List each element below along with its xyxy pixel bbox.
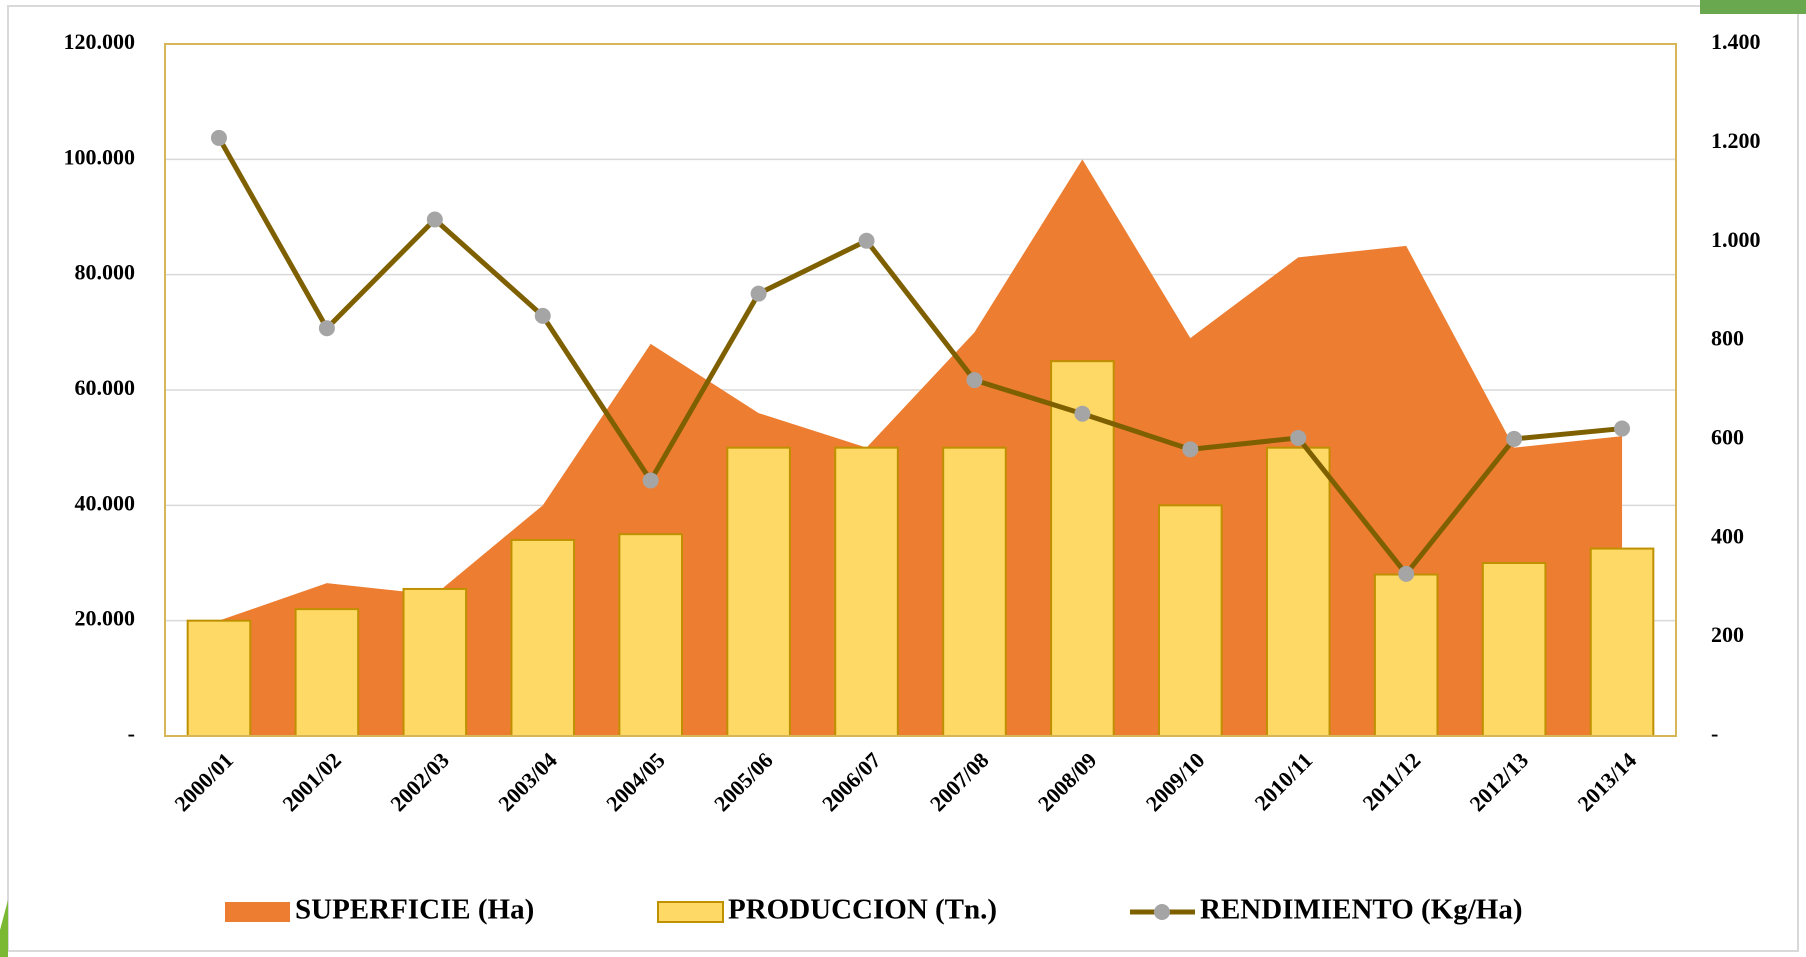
bar [834, 446, 899, 737]
y-tick-label: 120.000 [64, 29, 136, 54]
marker [858, 232, 875, 249]
legend-swatch [657, 901, 724, 923]
marker [1290, 429, 1307, 446]
legend-swatch [225, 902, 290, 922]
bar [1481, 562, 1547, 737]
x-tick-label: 2002/03 [385, 747, 454, 816]
legend-label: PRODUCCION (Tn.) [728, 894, 997, 926]
bar [1158, 504, 1223, 738]
x-tick-label: 2013/14 [1572, 747, 1641, 816]
marker [1398, 565, 1415, 582]
marker [750, 285, 767, 302]
y-tick-label: 100.000 [64, 144, 136, 169]
x-tick-label: 2007/08 [925, 747, 994, 816]
plot-border [164, 43, 1677, 737]
marker [1074, 405, 1091, 422]
y-tick-label: 60.000 [75, 375, 136, 400]
marker [1614, 420, 1631, 437]
legend-label: SUPERFICIE (Ha) [295, 894, 534, 926]
frame [7, 5, 1799, 952]
x-tick-label: 2009/10 [1141, 747, 1210, 816]
x-tick-label: 2001/02 [277, 747, 346, 816]
x-tick-label: 2000/01 [169, 747, 238, 816]
marker [534, 307, 551, 324]
bar [510, 538, 576, 738]
x-tick-label: 2011/12 [1357, 747, 1425, 815]
x-tick-label: 2003/04 [493, 747, 562, 816]
bar [726, 446, 791, 737]
bar [942, 446, 1007, 737]
marker [426, 211, 443, 228]
legend-marker [1154, 904, 1170, 920]
marker [210, 129, 227, 146]
y-tick-label: 20.000 [75, 606, 136, 631]
y2-tick-label: 1.000 [1711, 227, 1761, 252]
marker [1182, 441, 1199, 458]
y2-tick-label: 400 [1711, 523, 1744, 548]
y-tick-label: 80.000 [75, 260, 136, 285]
y2-tick-label: 1.400 [1711, 29, 1761, 54]
corner-decoration [1700, 0, 1806, 14]
bar [1589, 547, 1655, 737]
x-tick-label: 2010/11 [1250, 747, 1318, 815]
x-tick-label: 2006/07 [817, 747, 886, 816]
bar [1373, 573, 1439, 737]
x-tick-label: 2004/05 [601, 747, 670, 816]
y2-tick-label: 600 [1711, 424, 1744, 449]
bar [402, 587, 468, 738]
x-tick-label: 2012/13 [1465, 747, 1534, 816]
marker [1506, 430, 1523, 447]
legend-label: RENDIMIENTO (Kg/Ha) [1200, 894, 1523, 926]
marker [642, 472, 659, 489]
y-tick-label: - [128, 721, 135, 746]
line [216, 136, 1623, 578]
y2-tick-label: 200 [1711, 622, 1744, 647]
marker [966, 372, 983, 389]
bar [294, 608, 360, 738]
y2-tick-label: 800 [1711, 326, 1744, 351]
x-tick-label: 2005/06 [709, 747, 778, 816]
edge-decoration [0, 900, 8, 957]
y2-tick-label: 1.200 [1711, 128, 1761, 153]
x-tick-label: 2008/09 [1033, 747, 1102, 816]
marker [318, 320, 335, 337]
bar [618, 533, 683, 738]
bar [186, 619, 252, 738]
y2-tick-label: - [1711, 721, 1718, 746]
y-tick-label: 40.000 [75, 490, 136, 515]
bar [1265, 446, 1331, 737]
